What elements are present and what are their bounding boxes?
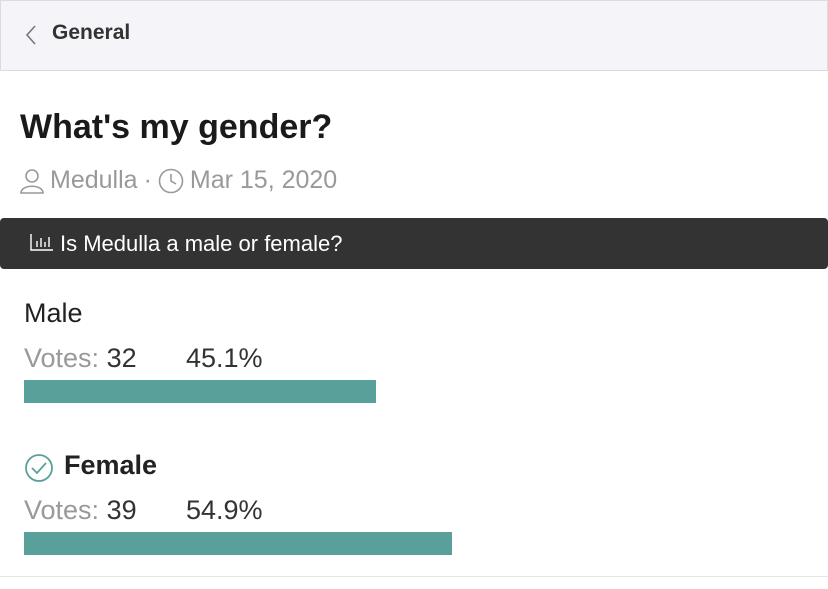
poll-header xyxy=(0,218,828,269)
option-label: Female xyxy=(64,450,158,480)
thread-meta: Medulla · Mar 15, 2020 xyxy=(20,166,337,195)
option-label: Male xyxy=(24,298,83,328)
votes-label: Votes: xyxy=(24,495,100,525)
votes-count: 32 xyxy=(106,343,137,373)
selected-icon xyxy=(25,454,53,482)
divider xyxy=(0,576,828,577)
poll-bar xyxy=(24,380,376,403)
votes: Votes: 39 xyxy=(24,495,137,526)
poll-icon xyxy=(30,234,53,251)
clock-icon xyxy=(158,168,184,193)
votes: Votes: 32 xyxy=(24,343,137,374)
nav-bar xyxy=(0,0,828,71)
percent-label: 54.9% xyxy=(186,495,263,525)
thread-title: What's my gender? xyxy=(20,108,333,146)
back-label[interactable]: General xyxy=(52,21,131,44)
back-icon[interactable] xyxy=(24,24,38,46)
date: Mar 15, 2020 xyxy=(189,166,338,194)
percent-label: 45.1% xyxy=(186,343,263,373)
separator: · xyxy=(143,166,152,194)
author[interactable]: Medulla xyxy=(50,166,138,194)
votes-count: 39 xyxy=(106,495,137,525)
poll-question: Is Medulla a male or female? xyxy=(60,231,343,256)
poll-bar xyxy=(24,532,453,555)
user-icon xyxy=(20,168,44,194)
votes-label: Votes: xyxy=(24,343,100,373)
